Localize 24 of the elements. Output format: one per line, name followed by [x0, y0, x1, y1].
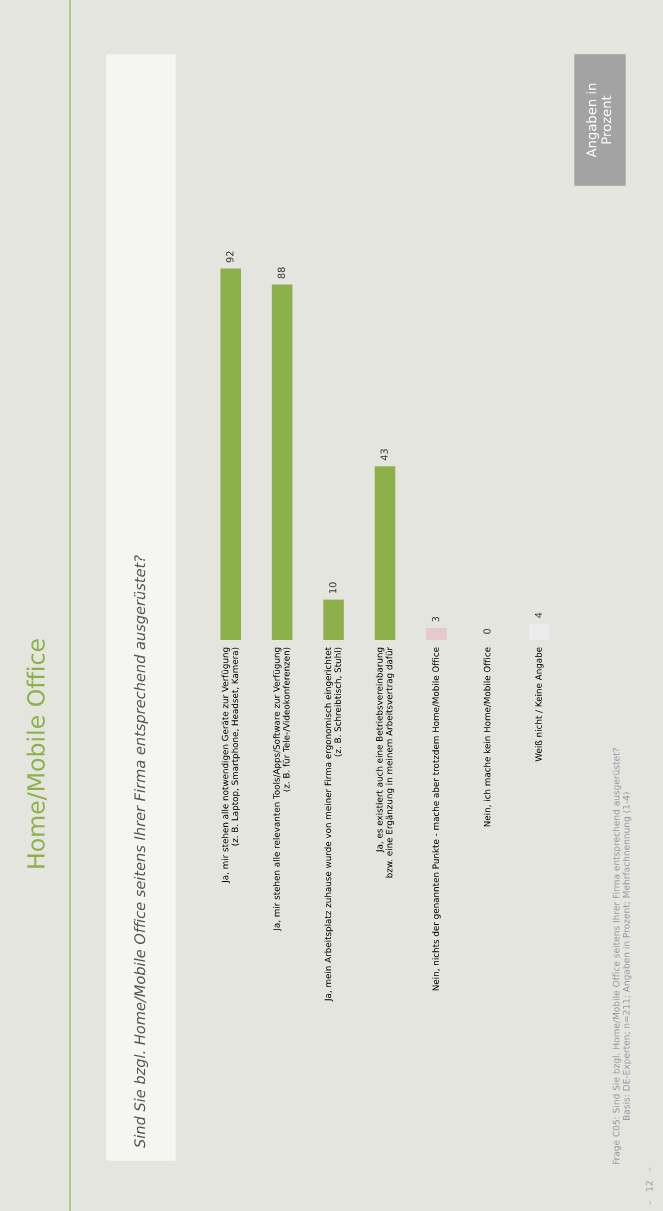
data-label: 92: [226, 251, 234, 263]
x-tick-label: Ja, mein Arbeitsplatz zuhause wurde von meiner Firma ergonomisch eingerichtet (z. B. Schreibtisch, Stuhl): [324, 647, 343, 1002]
text: Home/Mobile Office: [26, 639, 47, 868]
x-tick-label: Ja, mir stehen alle relevanten Tools/Apps/Software zur Verfügung (z. B. für Tele-/Videokonferenzen): [273, 647, 291, 932]
data-label: 3: [431, 616, 440, 622]
x-tick-label: Nein, nichts der genannten Punkte - mache aber trotzdem Home/Mobile Office: [432, 647, 441, 991]
text: Sind Sie bzgl. Home/Mobile Office seitens Ihrer Firma entsprechend ausgerüstet?: [133, 555, 149, 1148]
x-tick-label: Weiß nicht / Keine Angabe: [535, 647, 544, 762]
text: Angaben in Prozent: [586, 83, 612, 158]
x-tick-label: Nein, ich mache kein Home/Mobile Office: [483, 647, 492, 827]
bar: [323, 599, 344, 640]
bar: [271, 284, 293, 640]
text: Frage C05: Sind Sie bzgl. Home/Mobile Office seitens Ihrer Firma entsprechend ausgerüstet? Basis: DE-Experten; n=211; Angaben in Prozent; Mehrfachnennung (1-4): [612, 748, 632, 1165]
data-label: 10: [329, 582, 337, 593]
bar: [426, 627, 447, 640]
bar: [220, 268, 241, 640]
data-label: 88: [277, 267, 285, 279]
x-tick-label: Ja, mir stehen alle notwendigen Geräte zur Verfügung (z. B. Laptop, Smartphone, Headset, Kamera): [221, 647, 240, 884]
data-label: 0: [483, 628, 491, 634]
data-label: 4: [534, 612, 542, 618]
bar: [374, 466, 396, 640]
text: – 12 –: [645, 1167, 653, 1205]
x-tick-label: Ja, es existiert auch eine Betriebsvereinbarung bzw. eine Ergänzung in meinem Arbeitsvertrag dafür: [375, 646, 395, 878]
data-label: 43: [380, 449, 388, 461]
